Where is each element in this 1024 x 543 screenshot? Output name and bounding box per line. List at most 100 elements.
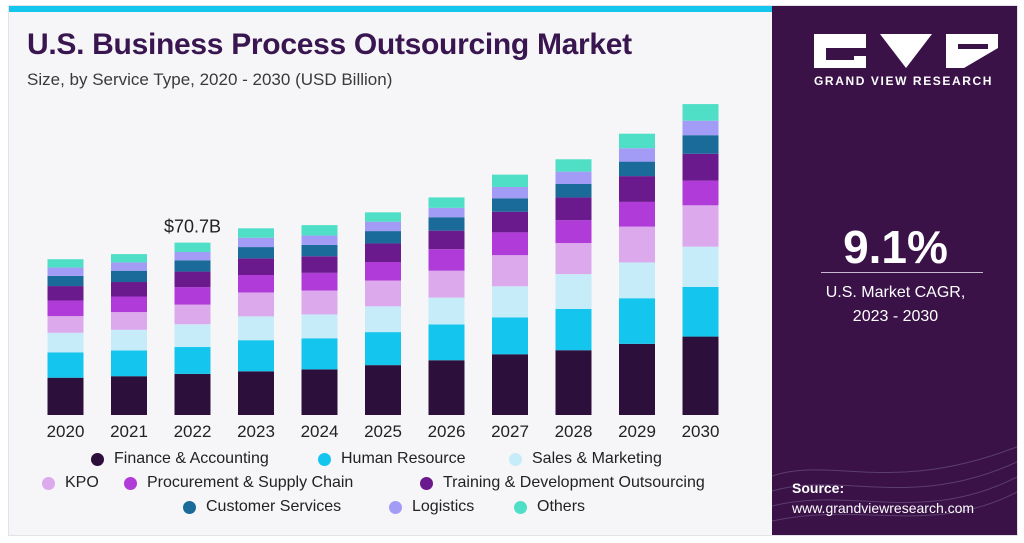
x-tick-label-2029: 2029	[618, 422, 656, 441]
bar-segment-2024-series-5	[301, 256, 338, 273]
bar-segment-2028-series-6	[555, 183, 592, 198]
bar-segment-2025-series-8	[365, 212, 401, 222]
legend-item-4: Procurement & Supply Chain	[124, 474, 353, 492]
chart-subtitle: Size, by Service Type, 2020 - 2030 (USD …	[27, 70, 393, 89]
bar-segment-2022-series-0	[174, 373, 211, 415]
cagr-value: 9.1%	[843, 221, 948, 273]
bar-segment-2022-series-4	[174, 287, 211, 305]
bar-segment-2030-series-2	[682, 246, 719, 287]
bar-segment-2021-series-4	[111, 296, 147, 313]
bar-segment-2026-series-3	[428, 270, 465, 298]
bar-segment-2021-series-0	[111, 376, 147, 415]
x-tick-label-2024: 2024	[301, 422, 339, 441]
bar-segment-2030-series-7	[682, 120, 719, 136]
bar-segment-2029-series-0	[619, 343, 655, 415]
bar-segment-2023-series-3	[238, 292, 274, 317]
bar-segment-2027-series-3	[492, 255, 528, 287]
bar-segment-2022-series-1	[174, 347, 211, 374]
legend-swatch-icon	[509, 452, 522, 466]
bar-segment-2028-series-8	[555, 159, 592, 172]
bar-segment-2020-series-0	[47, 377, 84, 415]
legend-label: Sales & Marketing	[532, 450, 662, 467]
x-tick-label-2021: 2021	[110, 422, 148, 441]
legend-item-7: Logistics	[389, 498, 474, 516]
legend-label: Logistics	[412, 498, 475, 515]
legend-label: KPO	[65, 474, 99, 491]
bar-segment-2023-series-4	[238, 274, 274, 293]
bar-segment-2025-series-4	[365, 261, 401, 281]
bar-segment-2029-series-4	[619, 201, 655, 227]
bar-segment-2029-series-3	[619, 226, 655, 263]
decorative-wave-pattern	[772, 446, 1017, 522]
bar-segment-2028-series-4	[555, 220, 592, 244]
bar-segment-2028-series-1	[555, 308, 592, 351]
chart-legend: Finance & Accounting Human Resource Sales …	[9, 6, 772, 535]
bar-segment-2026-series-6	[428, 217, 465, 231]
bar-segment-2024-series-0	[301, 369, 338, 415]
bar-segment-2028-series-7	[555, 171, 592, 184]
legend-label: Finance & Accounting	[114, 450, 269, 467]
bar-segment-2027-series-1	[492, 317, 528, 355]
bar-segment-2028-series-3	[555, 243, 592, 275]
accent-bar	[9, 6, 772, 12]
bar-segment-2027-series-2	[492, 286, 528, 318]
bar-segment-2026-series-5	[428, 230, 465, 250]
bar-segment-2028-series-5	[555, 197, 592, 221]
bar-segment-2029-series-6	[619, 161, 655, 177]
x-tick-label-2027: 2027	[491, 422, 529, 441]
legend-item-8: Others	[514, 498, 585, 516]
bar-segment-2023-series-7	[238, 237, 274, 248]
bar-segment-2024-series-4	[301, 272, 338, 291]
source-url: www.grandviewresearch.com	[792, 500, 975, 516]
value-annotation-2022: $70.7B	[164, 217, 221, 237]
legend-item-3: KPO	[42, 474, 99, 492]
bar-segment-2026-series-4	[428, 249, 465, 271]
bar-segment-2029-series-5	[619, 176, 655, 202]
bar-segment-2030-series-6	[682, 135, 719, 154]
bar-segment-2023-series-2	[238, 316, 274, 341]
bar-segment-2027-series-5	[492, 211, 528, 233]
x-tick-label-2020: 2020	[47, 422, 85, 441]
bar-segment-2026-series-7	[428, 207, 465, 218]
bar-segment-2021-series-7	[111, 262, 147, 271]
bar-segment-2021-series-8	[111, 254, 147, 263]
bar-segment-2020-series-5	[47, 286, 84, 301]
x-tick-label-2023: 2023	[237, 422, 275, 441]
bar-segment-2023-series-0	[238, 371, 274, 415]
bar-segment-2024-series-8	[301, 225, 338, 236]
x-tick-label-2022: 2022	[174, 422, 212, 441]
bar-segment-2025-series-1	[365, 332, 401, 366]
bar-segment-2025-series-5	[365, 243, 401, 262]
bar-segment-2020-series-8	[47, 259, 84, 268]
bar-segment-2029-series-1	[619, 298, 655, 344]
bar-segment-2023-series-8	[238, 228, 274, 238]
cagr-label: U.S. Market CAGR, 2023 - 2030	[772, 281, 1017, 329]
stacked-bar-chart: 2020 2021 2022 2023 2024 2025 2026 2027 2028 2029…	[47, 104, 720, 441]
grand-view-research-logo	[814, 34, 998, 68]
source-label: Source:	[792, 480, 845, 496]
legend-item-6: Customer Services	[183, 498, 341, 516]
bar-segment-2027-series-0	[492, 354, 528, 415]
bar-segment-2024-series-1	[301, 338, 338, 370]
legend-item-1: Human Resource	[318, 450, 466, 468]
bar-segment-2030-series-4	[682, 180, 719, 206]
legend-item-0: Finance & Accounting	[91, 450, 269, 468]
bar-segment-2024-series-7	[301, 235, 338, 245]
legend-swatch-icon	[514, 500, 527, 514]
legend-item-2: Sales & Marketing	[509, 450, 662, 468]
legend-label: Human Resource	[341, 450, 466, 467]
bar-segment-2021-series-2	[111, 329, 147, 351]
bar-segment-2020-series-7	[47, 267, 84, 276]
bar-segment-2022-series-7	[174, 251, 211, 261]
x-tick-label-2030: 2030	[682, 422, 720, 441]
bar-segment-2022-series-5	[174, 271, 211, 288]
bar-segment-2021-series-6	[111, 270, 147, 283]
bar-segment-2025-series-3	[365, 280, 401, 307]
bar-segment-2022-series-8	[174, 242, 211, 252]
x-tick-label-2028: 2028	[555, 422, 593, 441]
bar-segment-2020-series-3	[47, 316, 84, 333]
bar-segment-2027-series-8	[492, 174, 528, 187]
bar-segment-2025-series-6	[365, 231, 401, 244]
bar-segment-2029-series-7	[619, 148, 655, 162]
legend-item-5: Training & Development Outsourcing	[420, 474, 705, 492]
